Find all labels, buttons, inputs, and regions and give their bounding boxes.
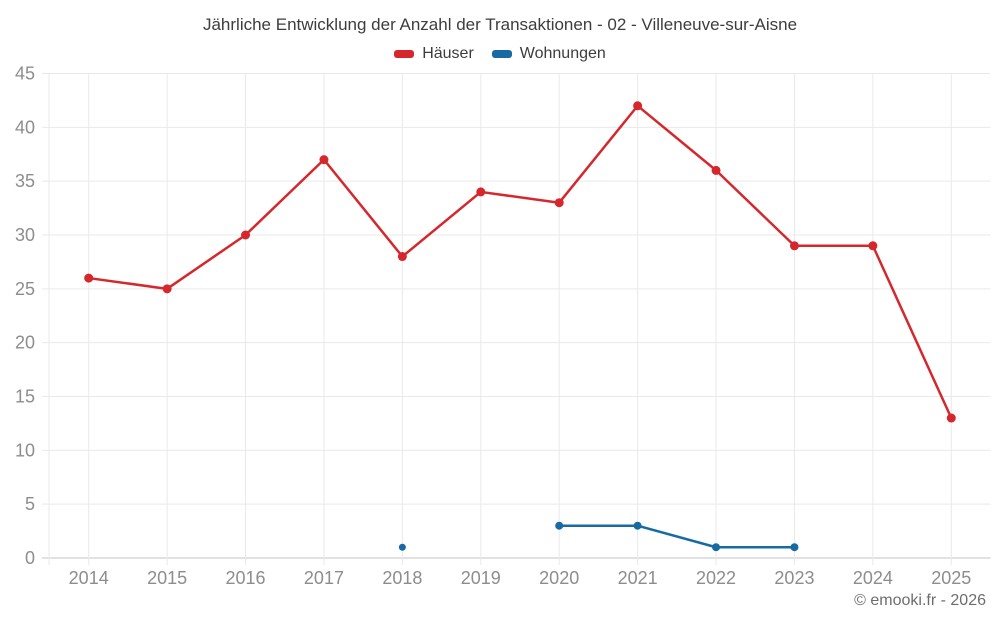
data-point-wohnungen (555, 521, 564, 530)
data-point-wohnungen (398, 543, 406, 551)
series-line-haeuser (87, 104, 953, 420)
data-point-haeuser (319, 155, 329, 165)
chart-title: Jährliche Entwicklung der Anzahl der Tra… (202, 15, 798, 34)
data-point-haeuser (554, 198, 564, 208)
data-point-haeuser (633, 101, 643, 111)
data-point-haeuser (84, 273, 94, 283)
x-tick-label: 2019 (461, 568, 501, 588)
x-tick-label: 2017 (304, 568, 344, 588)
x-tick-label: 2023 (774, 568, 814, 588)
wohnungen-legend-swatch-icon (491, 50, 512, 58)
data-point-wohnungen (712, 543, 721, 552)
x-tick-label: 2025 (931, 568, 971, 588)
data-point-wohnungen (633, 521, 642, 530)
y-tick-label: 10 (15, 440, 35, 460)
legend-item-haeuser[interactable]: Häuser (394, 45, 474, 63)
data-point-haeuser (241, 230, 251, 240)
data-point-haeuser (711, 165, 721, 175)
y-tick-label: 15 (15, 387, 35, 407)
y-tick-label: 25 (15, 279, 35, 299)
series-line-wohnungen (557, 524, 796, 549)
legend-label-wohnungen: Wohnungen (519, 45, 606, 62)
y-tick-label: 40 (15, 117, 35, 137)
x-tick-label: 2022 (696, 568, 736, 588)
x-tick-label: 2014 (69, 568, 109, 588)
x-tick-label: 2021 (618, 568, 658, 588)
data-point-wohnungen (790, 543, 799, 552)
y-tick-label: 35 (15, 171, 35, 191)
data-point-haeuser (162, 284, 172, 294)
chart-legend: Häuser Wohnungen (0, 45, 1000, 63)
x-tick-label: 2016 (226, 568, 266, 588)
y-tick-label: 0 (25, 548, 35, 568)
data-point-haeuser (868, 241, 878, 251)
legend-label-haeuser: Häuser (422, 45, 474, 62)
x-tick-label: 2020 (539, 568, 579, 588)
y-tick-label: 30 (15, 225, 35, 245)
x-tick-label: 2015 (147, 568, 187, 588)
legend-item-wohnungen[interactable]: Wohnungen (491, 45, 606, 63)
data-point-haeuser (946, 413, 956, 423)
data-point-haeuser (789, 241, 799, 251)
y-tick-label: 5 (25, 494, 35, 514)
y-tick-label: 45 (15, 64, 35, 84)
y-tick-label: 20 (15, 333, 35, 353)
haeuser-legend-swatch-icon (394, 50, 415, 58)
data-point-haeuser (476, 187, 486, 197)
x-tick-label: 2018 (382, 568, 422, 588)
data-point-haeuser (397, 252, 407, 262)
copyright-footer: © emooki.fr - 2026 (854, 592, 986, 609)
x-tick-label: 2024 (853, 568, 893, 588)
